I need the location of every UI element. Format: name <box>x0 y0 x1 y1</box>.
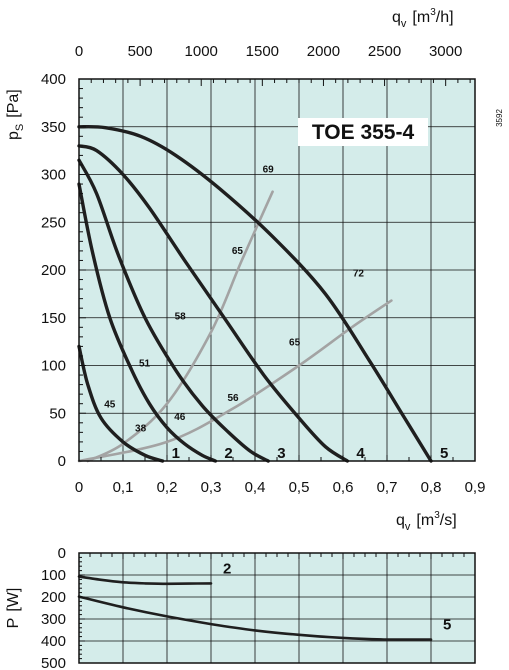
y-tick-label: 300 <box>41 167 66 184</box>
power-curves: 25 <box>77 560 451 641</box>
fan-curve-5 <box>77 124 433 463</box>
power-y-tick-label: 300 <box>41 611 66 628</box>
x-tick-label: 0 <box>75 479 83 496</box>
y-tick-label: 150 <box>41 310 66 327</box>
power-grid <box>79 553 475 663</box>
fan-curve-3 <box>77 158 270 463</box>
y-tick-label: 400 <box>41 71 66 88</box>
chart-title: TOE 355-4 <box>312 121 415 144</box>
x-axis-label: qv [m3/s] <box>396 510 457 533</box>
x-tick-label: 0,8 <box>421 479 442 496</box>
pressure-axis-ticks: 0 0,1 0,2 0,3 0,4 0,5 0,6 0,7 0,8 0,90 500 1000 1500… <box>41 43 485 496</box>
fan-curve-label: 1 <box>172 445 180 462</box>
power-y-tick-label: 500 <box>41 655 66 670</box>
y-tick-label: 200 <box>41 262 66 279</box>
y-tick-label: 50 <box>49 405 66 422</box>
power-curve-2 <box>77 575 213 586</box>
fan-curve-label: 2 <box>224 445 232 462</box>
x-tick-label: 0,3 <box>201 479 222 496</box>
x-tick-label: 0,6 <box>333 479 354 496</box>
efficiency-label: 38 <box>135 423 147 434</box>
efficiency-label: 65 <box>232 246 244 257</box>
efficiency-curve <box>77 299 393 463</box>
efficiency-label: 65 <box>289 337 301 348</box>
efficiency-label: 58 <box>175 312 187 323</box>
power-y-tick-label: 100 <box>41 567 66 584</box>
pressure-grid <box>79 79 475 461</box>
x-tick-label: 0,9 <box>465 479 486 496</box>
efficiency-label: 46 <box>174 412 186 423</box>
fan-curve-label: 4 <box>356 445 365 462</box>
efficiency-label: 45 <box>104 400 116 411</box>
efficiency-label: 56 <box>227 393 239 404</box>
top-x-tick-label: 1500 <box>246 43 279 60</box>
efficiency-label: 69 <box>263 165 275 176</box>
efficiency-label: 51 <box>139 358 151 369</box>
power-y-tick-label: 200 <box>41 589 66 606</box>
y-axis-label: pS[Pa] <box>5 89 26 140</box>
top-x-tick-label: 500 <box>128 43 153 60</box>
title-box <box>298 118 428 146</box>
power-curve-label: 5 <box>443 616 451 633</box>
top-x-tick-label: 1000 <box>185 43 218 60</box>
power-curve-label: 2 <box>223 560 231 577</box>
power-axis-ticks: 0 100 200 300 400 500 <box>41 545 476 670</box>
fan-curve-1 <box>77 344 165 463</box>
power-plot-area <box>79 553 475 663</box>
top-x-axis-label: qv [m3/h] <box>392 7 454 30</box>
power-curve-5 <box>77 595 433 641</box>
power-y-tick-label: 0 <box>58 545 66 562</box>
top-x-tick-label: 2500 <box>368 43 401 60</box>
y-tick-label: 250 <box>41 214 66 231</box>
fan-curve-2 <box>77 182 218 463</box>
x-tick-label: 0,2 <box>157 479 178 496</box>
y-tick-label: 0 <box>58 453 66 470</box>
fan-curve-4 <box>77 144 350 463</box>
top-x-tick-label: 0 <box>75 43 83 60</box>
top-x-tick-label: 2000 <box>307 43 340 60</box>
y-tick-label: 100 <box>41 358 66 375</box>
power-y-axis-label: P[W] <box>5 588 22 629</box>
fan-curve-label: 3 <box>277 445 285 462</box>
power-y-tick-label: 400 <box>41 633 66 650</box>
x-tick-label: 0,5 <box>289 479 310 496</box>
efficiency-label: 72 <box>353 269 365 280</box>
top-x-tick-label: 3000 <box>429 43 462 60</box>
x-tick-label: 0,7 <box>377 479 398 496</box>
x-tick-label: 0,1 <box>113 479 134 496</box>
y-tick-label: 350 <box>41 119 66 136</box>
x-tick-label: 0,4 <box>245 479 266 496</box>
chart-code: 3592 <box>495 109 504 127</box>
fan-curve-label: 5 <box>440 445 448 462</box>
